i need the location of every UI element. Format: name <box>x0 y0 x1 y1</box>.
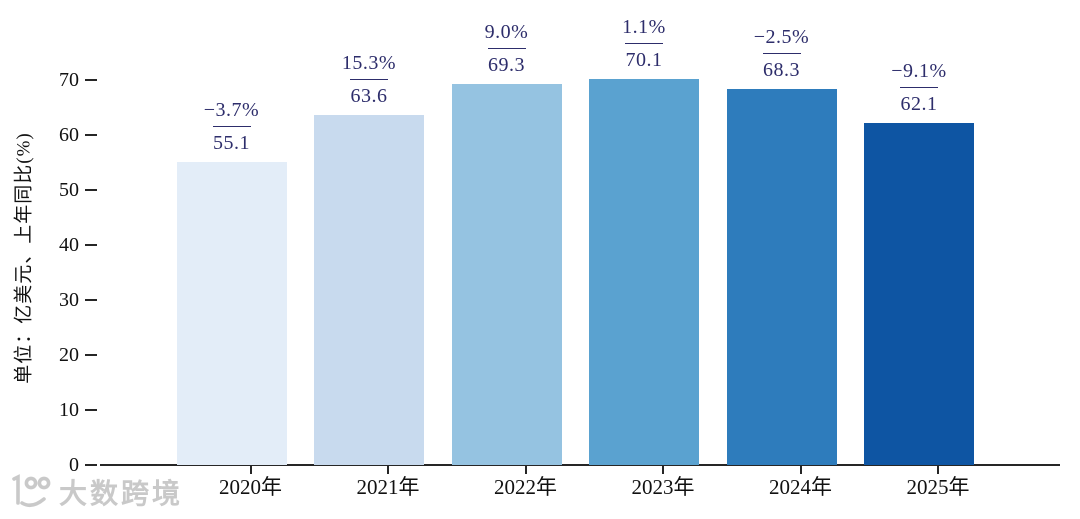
watermark-logo-icon <box>12 474 51 508</box>
y-tick-label: 0 <box>69 454 79 476</box>
bar-value-label: 63.6 <box>350 85 388 108</box>
y-tick <box>85 408 97 412</box>
y-tick <box>85 243 97 247</box>
bar-annotation: 15.3% 63.6 <box>294 51 444 109</box>
x-tick-label: 2023年 <box>631 475 695 499</box>
watermark-text: 大数跨境 <box>59 478 184 509</box>
x-tick-label: 2022年 <box>494 475 557 499</box>
bar-2020年 <box>176 161 287 465</box>
x-tick-label: 2020年 <box>219 475 282 499</box>
x-tick-label: 2025年 <box>906 475 970 499</box>
y-tick-label: 20 <box>59 344 79 366</box>
annotation-divider <box>487 47 526 49</box>
bar-growth-label: 15.3% <box>341 52 397 75</box>
bar-2025年 <box>864 123 974 465</box>
bar-growth-label: −3.7% <box>203 98 260 121</box>
y-tick <box>85 78 97 82</box>
x-tick <box>662 466 664 474</box>
x-tick <box>524 466 527 474</box>
x-tick-label: 2024年 <box>769 475 832 499</box>
y-tick <box>85 463 97 467</box>
x-tick <box>937 466 939 474</box>
annotation-divider <box>212 125 251 127</box>
bar-annotation: 1.1% 70.1 <box>569 15 719 73</box>
bar-growth-label: −2.5% <box>753 26 810 49</box>
bar-annotation: −9.1% 62.1 <box>844 59 994 117</box>
annotation-divider <box>762 53 801 55</box>
bar-annotation: 9.0% 69.3 <box>432 20 582 78</box>
y-tick <box>85 133 97 137</box>
annotation-divider <box>350 79 388 81</box>
annotation-divider <box>625 43 663 45</box>
bar-value-label: 62.1 <box>900 93 938 116</box>
y-tick-label: 10 <box>59 399 79 421</box>
annotation-divider <box>900 87 938 89</box>
y-tick <box>85 298 97 302</box>
x-tick <box>387 466 389 474</box>
bar-2022年 <box>451 83 562 465</box>
bar-value-label: 69.3 <box>488 53 525 76</box>
bar-value-label: 68.3 <box>763 59 800 82</box>
x-tick <box>799 466 802 474</box>
watermark: 大数跨境 <box>8 472 183 512</box>
y-tick-label: 60 <box>59 124 79 146</box>
y-tick <box>85 353 97 357</box>
y-tick-label: 70 <box>59 69 79 91</box>
bar-value-label: 70.1 <box>625 49 663 72</box>
bar-growth-label: 9.0% <box>484 20 529 43</box>
y-tick-label: 50 <box>59 179 79 201</box>
bar-annotation: −2.5% 68.3 <box>707 25 857 83</box>
bar-2024年 <box>726 89 837 465</box>
bar-value-label: 55.1 <box>213 131 250 154</box>
bar-2023年 <box>589 79 699 465</box>
bar-growth-label: −9.1% <box>891 60 947 83</box>
bar-growth-label: 1.1% <box>622 16 666 39</box>
bar-annotation: −3.7% 55.1 <box>157 98 307 156</box>
x-tick <box>249 466 252 474</box>
x-axis-line <box>100 464 1060 466</box>
y-tick <box>85 188 97 192</box>
y-tick-label: 30 <box>59 289 79 311</box>
x-tick-label: 2021年 <box>356 475 420 499</box>
bar-2021年 <box>314 115 424 465</box>
y-tick-label: 40 <box>59 234 79 256</box>
